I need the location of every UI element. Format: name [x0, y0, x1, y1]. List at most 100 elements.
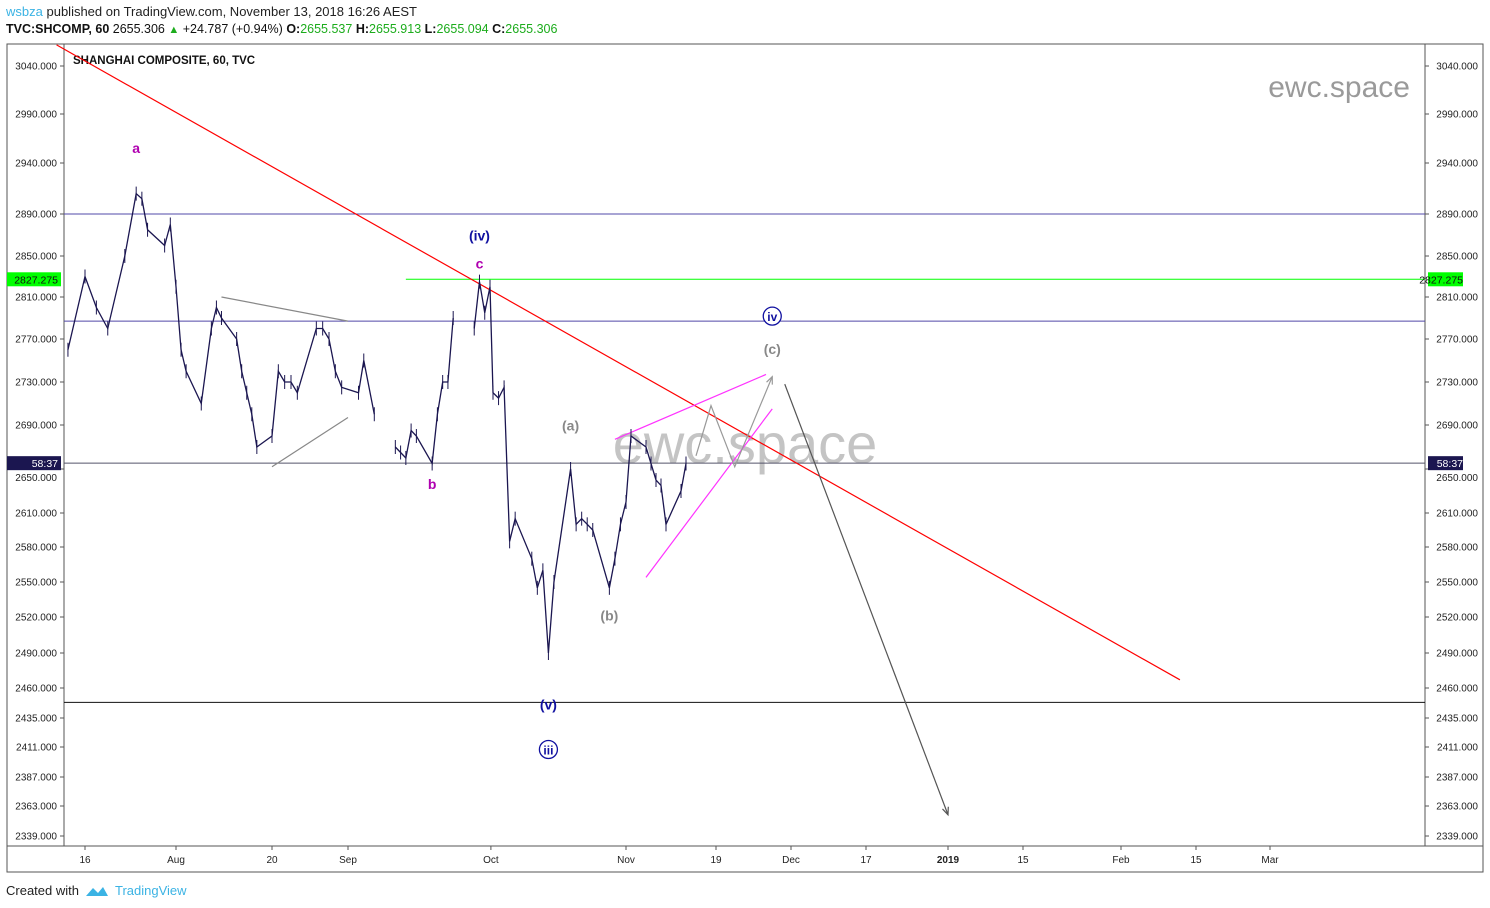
price-series-line [394, 317, 454, 466]
y-tick-label-right: 2520.000 [1436, 613, 1478, 624]
trend-line [271, 416, 349, 468]
y-tick-label-right: 2940.000 [1436, 159, 1478, 170]
y-tick-label-left: 2550.000 [15, 578, 57, 589]
y-tick-label-right: 2490.000 [1436, 649, 1478, 660]
symbol-name: TVC:SHCOMP, 60 [6, 22, 110, 36]
last-price: 2655.306 [112, 22, 165, 36]
price-marker-box [1428, 272, 1463, 287]
x-tick-label: Dec [782, 855, 800, 866]
y-tick-label-left: 2940.000 [15, 159, 57, 170]
y-tick-label-left: 2387.000 [15, 773, 57, 784]
arrowhead-icon [942, 806, 949, 817]
price-marker-box [7, 456, 61, 471]
x-tick-label: Oct [483, 855, 499, 866]
y-tick-label-left: 2810.000 [15, 293, 57, 304]
x-tick-label: 16 [79, 855, 91, 866]
watermark-top: ewc.space [1268, 71, 1410, 104]
chart-title: SHANGHAI COMPOSITE, 60, TVC [73, 55, 255, 67]
projection-arrow [784, 383, 949, 815]
close-value: 2655.306 [505, 22, 558, 36]
x-tick-label: 17 [860, 855, 872, 866]
y-tick-label-left: 2690.000 [15, 421, 57, 432]
y-tick-label-right: 2990.000 [1436, 110, 1478, 121]
high-label: H: [355, 22, 370, 36]
price-marker-box [7, 272, 61, 287]
high-value: 2655.913 [369, 22, 422, 36]
x-tick-label: Nov [617, 855, 635, 866]
x-tick-label: Mar [1261, 855, 1279, 866]
tradingview-logo-icon [85, 886, 108, 896]
publish-text: published on TradingView.com, November 1… [46, 4, 417, 19]
y-tick-label-right: 3040.000 [1436, 62, 1478, 73]
low-label: L: [424, 22, 437, 36]
wave-label: b [428, 476, 437, 492]
price-marker-label: 58:37 [32, 458, 58, 470]
y-tick-label-right: 2730.000 [1436, 378, 1478, 389]
trend-line [221, 296, 349, 322]
y-tick-label-left: 2363.000 [15, 802, 57, 813]
y-tick-label-right: 2690.000 [1436, 421, 1478, 432]
price-marker-label: 2827.275 [1419, 274, 1463, 286]
y-tick-label-left: 2580.000 [15, 543, 57, 554]
y-tick-label-left: 2770.000 [15, 335, 57, 346]
y-tick-label-right: 2850.000 [1436, 252, 1478, 263]
price-change: +24.787 (+0.94%) [182, 22, 283, 36]
wave-label: iv [767, 310, 777, 324]
y-tick-label-right: 2610.000 [1436, 509, 1478, 520]
wave-label: (a) [562, 418, 579, 434]
y-tick-label-left: 2610.000 [15, 509, 57, 520]
created-with-text: Created with [6, 883, 79, 898]
footer: Created with TradingView [6, 883, 187, 898]
x-tick-label: 15 [1190, 855, 1202, 866]
symbol-legend: TVC:SHCOMP, 60 2655.306 ▲ +24.787 (+0.94… [6, 22, 557, 36]
y-tick-label-left: 2730.000 [15, 378, 57, 389]
y-tick-label-right: 2411.000 [1437, 743, 1478, 754]
wave-label-circle [762, 306, 782, 326]
x-tick-label: 20 [266, 855, 278, 866]
x-tick-label: 15 [1017, 855, 1029, 866]
y-tick-label-right: 2550.000 [1436, 578, 1478, 589]
trend-line [56, 44, 1181, 681]
y-tick-label-right: 2460.000 [1436, 684, 1478, 695]
wave-label: a [132, 140, 140, 156]
trend-line [645, 408, 773, 578]
y-tick-label-right: 2890.000 [1436, 210, 1478, 221]
author-link[interactable]: wsbza [6, 4, 43, 19]
close-label: C: [492, 22, 506, 36]
wave-label: (iv) [469, 227, 490, 243]
y-tick-label-left: 2520.000 [15, 613, 57, 624]
y-tick-label-right: 2363.000 [1436, 802, 1478, 813]
y-tick-label-right: 2387.000 [1436, 773, 1478, 784]
wave-label-circle [538, 739, 559, 760]
y-tick-label-right: 2650.000 [1436, 473, 1478, 484]
x-tick-label: 19 [710, 855, 722, 866]
price-marker-label: 58:37 [1437, 458, 1463, 470]
tradingview-link[interactable]: TradingView [114, 883, 187, 898]
up-triangle-icon: ▲ [168, 24, 180, 36]
trend-line [614, 373, 767, 440]
x-tick-label: Feb [1112, 855, 1130, 866]
y-tick-label-right: 2580.000 [1436, 543, 1478, 554]
arrowhead-icon [766, 375, 773, 385]
y-tick-label-right: 2810.000 [1436, 293, 1478, 304]
wave-label: iii [543, 744, 553, 758]
y-tick-label-left: 2490.000 [15, 649, 57, 660]
y-tick-label-right: 2339.000 [1436, 832, 1478, 843]
wave-label: (c) [764, 341, 781, 357]
y-tick-label-left: 2460.000 [15, 684, 57, 695]
x-tick-label: Aug [167, 855, 185, 866]
y-tick-label-right: 2435.000 [1436, 714, 1478, 725]
y-tick-label-left: 2411.000 [16, 743, 57, 754]
y-tick-label-left: 2339.000 [15, 832, 57, 843]
price-marker-box [1428, 456, 1463, 471]
y-tick-label-left: 3040.000 [15, 62, 57, 73]
publish-info: wsbza published on TradingView.com, Nove… [6, 4, 417, 19]
x-tick-label: 2019 [937, 855, 960, 866]
projection-arrow [695, 376, 773, 469]
open-label: O: [286, 22, 301, 36]
wave-label: c [476, 255, 484, 271]
y-tick-label-left: 2435.000 [15, 714, 57, 725]
wave-label: (v) [540, 697, 557, 713]
